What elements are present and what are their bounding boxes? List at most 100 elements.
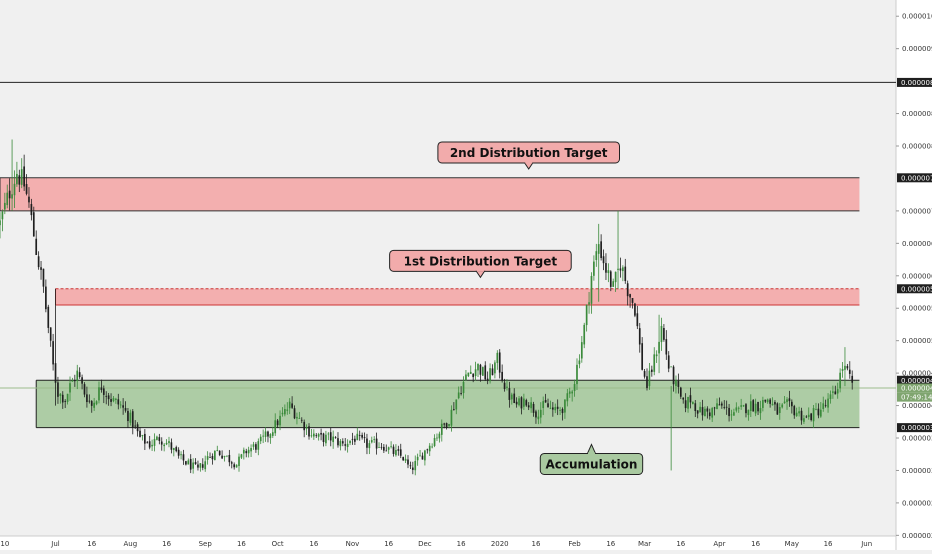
candle-body xyxy=(445,423,448,428)
candle-body xyxy=(233,464,236,468)
candle-body xyxy=(424,450,426,461)
callouts-layer: 2nd Distribution Target 1st Distribution … xyxy=(389,141,644,475)
candle-body xyxy=(778,407,781,413)
candle-body xyxy=(105,395,108,397)
y-tick-label-8: 0.00000500 xyxy=(902,337,932,345)
candle-body xyxy=(317,434,320,437)
candle-body xyxy=(358,435,361,436)
candle-body xyxy=(407,459,409,465)
candle-body xyxy=(670,366,672,368)
candle-body xyxy=(593,261,595,276)
candle-body xyxy=(597,244,600,254)
candle-body xyxy=(728,407,730,417)
candle-body xyxy=(580,342,583,359)
candle-body xyxy=(300,419,303,421)
candle-body xyxy=(35,238,38,255)
y-tick-label-13: 0.00000250 xyxy=(902,499,932,507)
candle-body xyxy=(303,421,306,431)
candle-body xyxy=(182,454,185,461)
candle-body xyxy=(576,364,578,385)
candle-body xyxy=(841,368,844,371)
candle-body xyxy=(467,372,470,377)
candle-body xyxy=(549,407,552,409)
x-tick-label-9: Nov xyxy=(346,540,360,548)
candle-body xyxy=(392,446,395,454)
candle-body xyxy=(701,407,704,416)
candle-body xyxy=(764,399,767,402)
candle-body xyxy=(696,410,699,414)
candle-body xyxy=(795,412,798,417)
candle-body xyxy=(609,271,612,287)
candle-body xyxy=(102,388,105,395)
candle-body xyxy=(13,183,16,196)
candle-body xyxy=(30,203,33,216)
candle-body xyxy=(713,407,716,409)
candle-body xyxy=(607,270,610,274)
candle-body xyxy=(660,325,663,343)
candle-body xyxy=(375,438,378,449)
candle-body xyxy=(189,458,192,470)
candle-body xyxy=(139,430,141,437)
candle-body xyxy=(274,420,277,434)
candle-body xyxy=(658,341,660,354)
price-tag-0-label: 0.00000898 xyxy=(901,79,932,87)
candle-body xyxy=(812,408,815,422)
candle-body xyxy=(194,462,197,465)
candle-body xyxy=(537,416,540,420)
zone-0-fill xyxy=(0,177,860,211)
candle-body xyxy=(148,441,151,448)
candle-body xyxy=(827,398,829,408)
candle-body xyxy=(223,456,226,458)
candle-body xyxy=(366,438,368,448)
candle-body xyxy=(315,435,318,437)
candle-body xyxy=(117,399,120,405)
candle-body xyxy=(590,276,593,304)
candle-body xyxy=(667,355,670,369)
x-tick-label-6: 16 xyxy=(237,540,246,548)
price-tag-4-bg xyxy=(897,383,932,393)
candle-body xyxy=(115,398,117,400)
candle-body xyxy=(16,173,18,185)
candle-body xyxy=(457,392,460,399)
candle-body xyxy=(776,403,779,415)
candle-body xyxy=(110,399,112,402)
candle-body xyxy=(421,455,424,460)
x-tick-label-18: 16 xyxy=(676,540,685,548)
candle-body xyxy=(704,408,706,417)
candle-body xyxy=(90,401,93,406)
candle-body xyxy=(595,251,598,261)
candle-body xyxy=(643,371,646,377)
x-tick-label-12: 16 xyxy=(457,540,466,548)
price-tag-1-label: 0.00000751 xyxy=(901,174,932,182)
candle-body xyxy=(745,404,747,414)
candle-body xyxy=(571,391,574,394)
candle-body xyxy=(129,412,132,423)
candle-body xyxy=(250,448,252,452)
candle-body xyxy=(542,401,545,409)
candle-body xyxy=(494,362,496,374)
candle-body xyxy=(61,394,64,403)
candle-body xyxy=(8,190,11,199)
candle-body xyxy=(136,424,139,432)
candle-body xyxy=(211,456,214,460)
candle-body xyxy=(819,409,822,417)
candle-body xyxy=(402,457,405,461)
candle-body xyxy=(18,175,21,185)
candle-body xyxy=(341,441,344,444)
candle-body xyxy=(286,409,289,411)
y-tick-label-11: 0.00000350 xyxy=(902,435,932,443)
candle-body xyxy=(622,267,624,272)
candle-body xyxy=(735,407,738,411)
horizontal-lines-layer xyxy=(0,81,896,389)
candle-body xyxy=(682,397,685,400)
candle-body xyxy=(230,462,233,464)
candle-body xyxy=(334,437,337,439)
x-tick-label-8: 16 xyxy=(309,540,318,548)
candle-body xyxy=(363,437,366,439)
candle-body xyxy=(66,393,69,402)
candle-body xyxy=(699,406,701,413)
candle-body xyxy=(520,397,523,409)
candle-body xyxy=(370,440,373,443)
x-tick-label-4: 16 xyxy=(162,540,171,548)
